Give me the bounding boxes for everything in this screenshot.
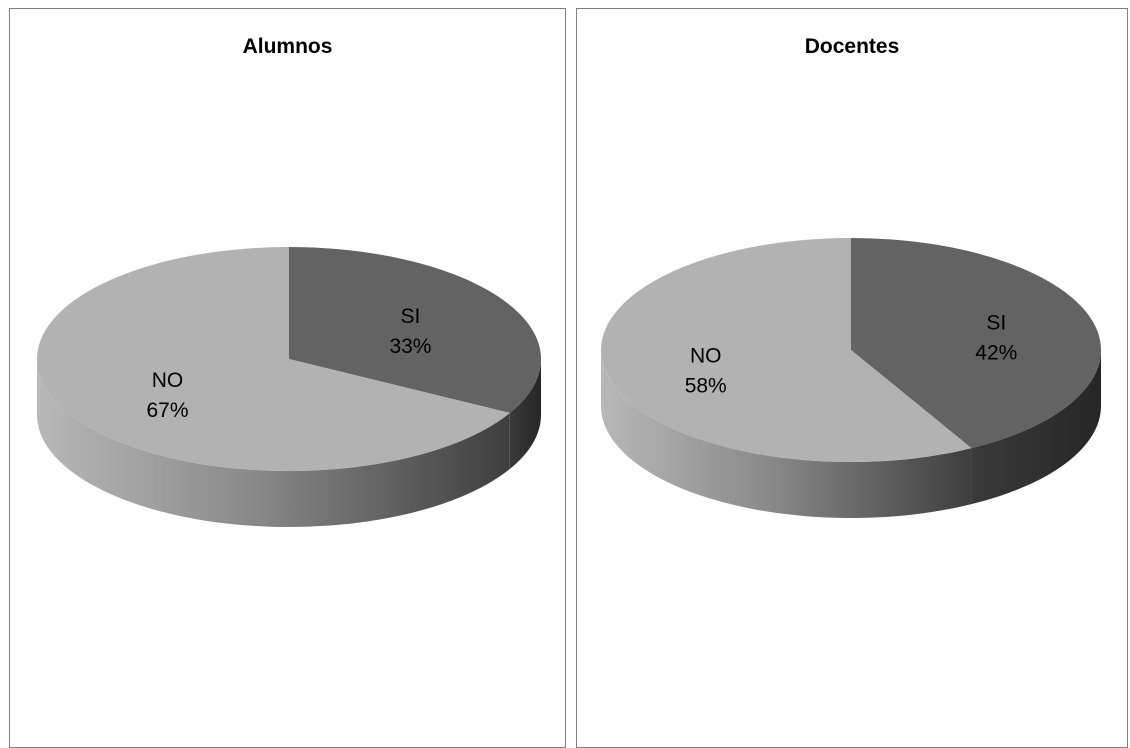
pie-side-no [37,359,510,528]
pie-side-si [509,359,541,469]
chart-panel-alumnos: Alumnos SI 33% NO 67% [9,8,566,748]
pie-label-value-si: 42% [975,341,1017,364]
pie-label-category-no: NO [152,369,184,392]
chart-panel-docentes: Docentes SI 42% NO 58% [576,8,1128,748]
pie-chart-alumnos: SI 33% NO 67% [37,246,542,528]
pie-slice-no [37,247,510,471]
chart-title-docentes: Docentes [804,35,900,58]
pie-label-value-no: 67% [147,399,189,422]
pie-label-category-si: SI [986,311,1006,334]
pie-chart-docentes: SI 42% NO 58% [601,237,1102,519]
pie-slice-no [601,238,972,462]
pie-side-no [601,350,972,519]
pie-side-si [971,350,1101,505]
pie-label-category-si: SI [401,305,421,328]
chart-title-alumnos: Alumnos [242,35,333,58]
pie-slice-si [851,237,1102,449]
pie-label-category-no: NO [690,345,722,368]
pie-label-value-si: 33% [389,335,431,358]
pie-label-value-no: 58% [685,375,727,398]
pie-slice-si [289,246,542,413]
